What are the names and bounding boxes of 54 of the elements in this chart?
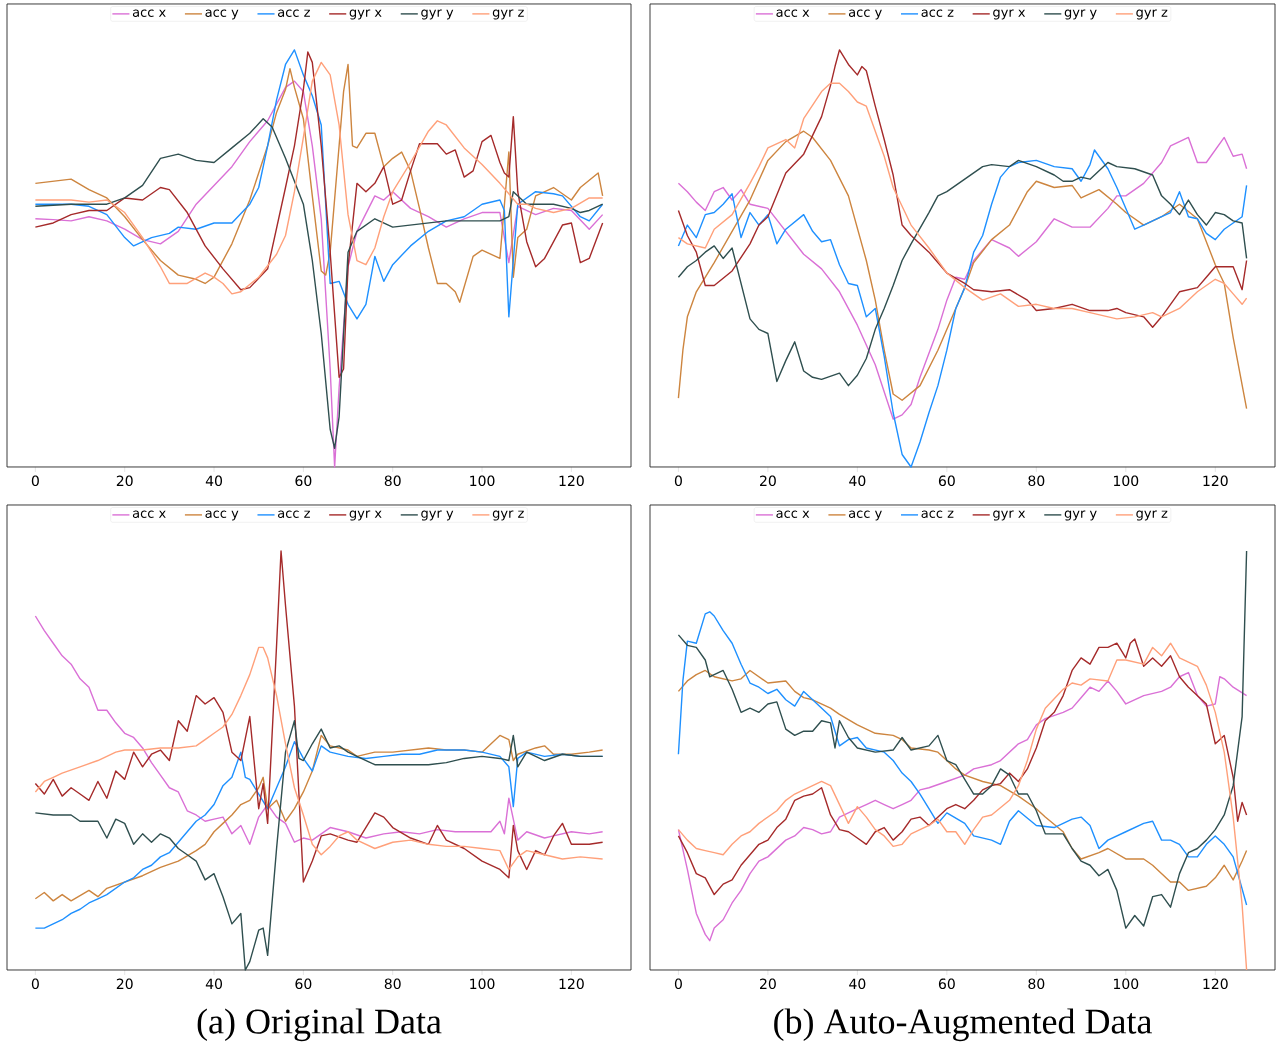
legend-label: gyr x <box>349 9 382 20</box>
x-tick-label: 80 <box>384 475 401 487</box>
legend-label: gyr x <box>993 510 1026 521</box>
x-tick-label: 100 <box>470 978 495 990</box>
x-tick-label: 0 <box>31 978 39 990</box>
x-tick-label: 40 <box>205 475 223 487</box>
legend-label: acc x <box>776 9 810 17</box>
legend-label: acc y <box>205 9 239 20</box>
x-tick-label: 0 <box>674 475 682 487</box>
legend-label: acc x <box>776 510 810 518</box>
x-tick-label: 80 <box>1028 978 1045 990</box>
legend-label: acc z <box>921 510 954 518</box>
legend-label: acc z <box>278 9 310 17</box>
x-tick-label: 20 <box>760 475 776 487</box>
x-tick-label: 60 <box>938 978 955 990</box>
x-tick-label: 60 <box>938 475 955 487</box>
text: (a) Original Data <box>197 1008 442 1042</box>
legend-label: gyr y <box>421 510 454 521</box>
legend-label: acc x <box>132 510 166 518</box>
legend-label: acc z <box>921 9 954 17</box>
legend-label: gyr z <box>1136 9 1168 20</box>
legend-label: acc y <box>848 9 882 20</box>
x-tick-label: 80 <box>1028 475 1045 487</box>
legend-label: gyr y <box>1064 510 1097 521</box>
x-tick-label: 0 <box>674 978 682 990</box>
x-tick-label: 20 <box>116 475 133 487</box>
x-tick-label: 20 <box>116 978 133 990</box>
legend-label: acc y <box>848 510 882 521</box>
x-tick-label: 80 <box>384 978 401 990</box>
x-tick-label: 60 <box>295 475 312 487</box>
x-tick-label: 40 <box>849 475 866 487</box>
x-tick-label: 120 <box>559 978 584 990</box>
x-tick-label: 100 <box>1113 978 1139 990</box>
x-tick-label: 120 <box>559 475 584 487</box>
x-tick-label: 40 <box>849 978 866 990</box>
x-tick-label: 60 <box>295 978 312 990</box>
legend-label: gyr z <box>1136 510 1168 521</box>
legend-label: gyr x <box>349 510 382 521</box>
legend-label: acc y <box>205 510 239 521</box>
x-tick-label: 20 <box>760 978 776 990</box>
x-tick-label: 40 <box>205 978 223 990</box>
legend-label: gyr y <box>1064 9 1097 20</box>
legend-label: gyr x <box>993 9 1026 20</box>
legend-label: gyr z <box>492 9 524 20</box>
x-tick-label: 120 <box>1203 475 1228 487</box>
legend-label: gyr z <box>492 510 524 521</box>
legend-label: acc x <box>132 9 166 17</box>
x-tick-label: 100 <box>470 475 495 487</box>
legend-label: gyr y <box>421 9 454 20</box>
x-tick-label: 0 <box>31 475 39 487</box>
x-tick-label: 100 <box>1113 475 1139 487</box>
legend-label: acc z <box>278 510 310 518</box>
x-tick-label: 120 <box>1203 978 1228 990</box>
text: (b) Auto-Augmented Data <box>774 1008 1152 1042</box>
